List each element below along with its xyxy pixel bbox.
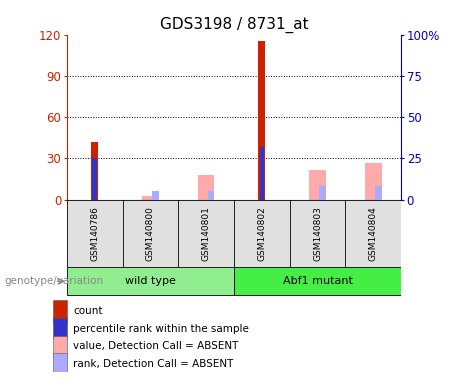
Bar bbox=[53, 336, 67, 357]
Text: GSM140800: GSM140800 bbox=[146, 206, 155, 261]
Bar bbox=[67, 267, 234, 295]
Bar bbox=[319, 187, 326, 200]
Bar bbox=[309, 170, 326, 200]
Bar bbox=[53, 318, 67, 339]
Text: GSM140801: GSM140801 bbox=[201, 206, 211, 261]
Title: GDS3198 / 8731_at: GDS3198 / 8731_at bbox=[160, 17, 308, 33]
Text: wild type: wild type bbox=[125, 276, 176, 286]
Bar bbox=[142, 196, 159, 200]
Bar bbox=[152, 192, 159, 200]
Bar bbox=[234, 267, 401, 295]
Bar bbox=[208, 192, 214, 200]
Bar bbox=[53, 353, 67, 375]
Bar bbox=[259, 41, 265, 200]
Text: GSM140786: GSM140786 bbox=[90, 206, 99, 261]
Bar bbox=[198, 175, 214, 200]
Text: rank, Detection Call = ABSENT: rank, Detection Call = ABSENT bbox=[73, 359, 234, 369]
Bar bbox=[365, 163, 382, 200]
Text: count: count bbox=[73, 306, 103, 316]
Text: Abf1 mutant: Abf1 mutant bbox=[283, 276, 353, 286]
Bar bbox=[260, 147, 264, 200]
Bar bbox=[53, 300, 67, 322]
Text: genotype/variation: genotype/variation bbox=[5, 276, 104, 286]
Text: GSM140802: GSM140802 bbox=[257, 206, 266, 261]
Text: value, Detection Call = ABSENT: value, Detection Call = ABSENT bbox=[73, 341, 239, 351]
Bar bbox=[375, 187, 382, 200]
Text: percentile rank within the sample: percentile rank within the sample bbox=[73, 324, 249, 334]
Text: GSM140803: GSM140803 bbox=[313, 206, 322, 261]
Bar bbox=[91, 142, 98, 200]
Text: GSM140804: GSM140804 bbox=[369, 206, 378, 261]
Bar bbox=[93, 159, 97, 200]
